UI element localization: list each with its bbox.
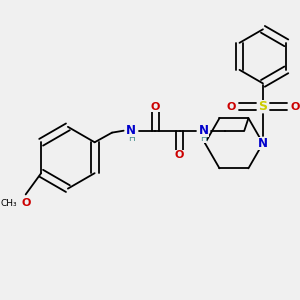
Text: H: H xyxy=(200,134,207,143)
Text: O: O xyxy=(226,102,236,112)
Text: O: O xyxy=(151,102,160,112)
Text: N: N xyxy=(126,124,136,137)
Text: O: O xyxy=(21,198,30,208)
Text: S: S xyxy=(258,100,267,113)
Text: N: N xyxy=(199,124,209,137)
Text: O: O xyxy=(175,150,184,160)
Text: O: O xyxy=(290,102,299,112)
Text: CH₃: CH₃ xyxy=(0,199,16,208)
Text: H: H xyxy=(128,134,135,143)
Text: N: N xyxy=(258,137,268,150)
